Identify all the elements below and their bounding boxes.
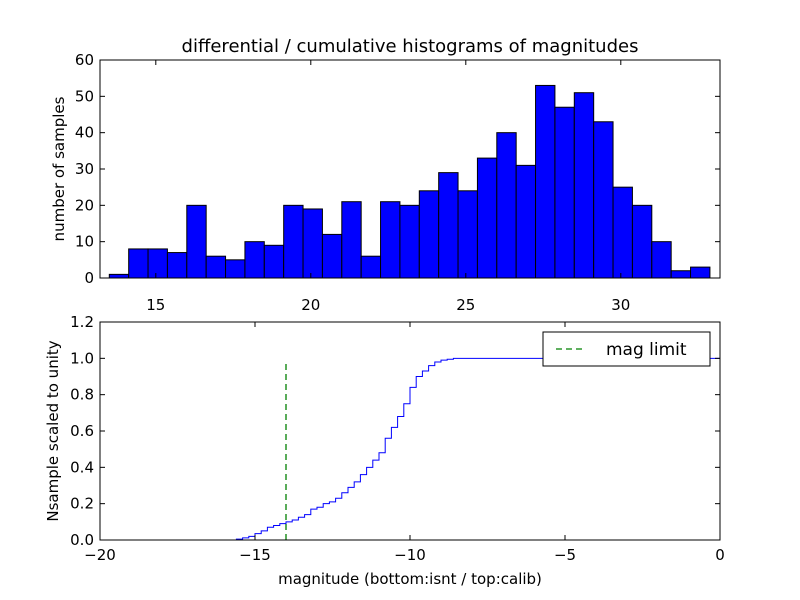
y-tick-label: 0.4	[70, 458, 94, 476]
y-tick-label: 1.0	[70, 349, 94, 367]
histogram-bar	[496, 132, 517, 279]
histogram-bar	[302, 208, 323, 279]
histogram-bar	[399, 204, 420, 279]
x-tick-label: 0	[715, 546, 725, 564]
legend-label-mag-limit: mag limit	[606, 340, 687, 360]
cumulative-x-axis-label: magnitude (bottom:isnt / top:calib)	[278, 570, 542, 588]
histogram-bar	[670, 270, 692, 279]
histogram-x-ticks: 15 20 25 30	[146, 60, 630, 314]
x-tick-label: −15	[239, 546, 271, 564]
histogram-bar	[515, 164, 537, 279]
histogram-bar	[225, 259, 246, 279]
y-tick-label: 1.2	[70, 313, 94, 331]
x-tick-label: 25	[456, 296, 475, 314]
y-tick-label: 30	[75, 160, 94, 178]
histogram-bar	[186, 204, 207, 279]
cumulative-y-axis-label: Nsample scaled to unity	[44, 340, 62, 521]
histogram-bar	[244, 241, 265, 279]
histogram-bar	[457, 190, 478, 279]
cumulative-x-ticks: −20 −15 −10 −5 0	[84, 322, 725, 564]
histogram-bar	[283, 204, 304, 279]
y-tick-label: 40	[75, 124, 94, 142]
y-tick-label: 0.0	[70, 531, 94, 549]
histogram-bar	[535, 84, 556, 279]
y-tick-label: 10	[75, 233, 94, 251]
histogram-bar	[147, 248, 168, 279]
y-tick-label: 0	[84, 269, 94, 287]
histogram-bar	[593, 121, 614, 279]
x-tick-label: −20	[84, 546, 116, 564]
histogram-bar	[263, 244, 285, 279]
histogram-bar	[166, 252, 188, 279]
histogram-bar	[438, 172, 459, 279]
y-tick-label: 0.6	[70, 422, 94, 440]
histogram-y-axis-label: number of samples	[50, 96, 68, 241]
histogram-bar	[573, 92, 595, 279]
histogram-bar	[360, 255, 382, 279]
cumulative-panel: 0.0 0.2 0.4 0.6 0.8 1.0 1.2 −20 −15 −10 −5 0 Nsamp…	[44, 313, 725, 588]
y-tick-label: 20	[75, 196, 94, 214]
histogram-bars	[108, 84, 711, 279]
x-tick-label: 30	[611, 296, 630, 314]
histogram-bar	[418, 190, 440, 279]
y-tick-label: 0.2	[70, 495, 94, 513]
histogram-y-ticks: 0 10 20 30 40 50 60	[75, 51, 720, 287]
histogram-bar	[554, 106, 575, 279]
histogram-panel: 0 10 20 30 40 50 60 15 20 25 30 number of samples	[50, 51, 721, 314]
histogram-bar	[128, 248, 149, 279]
histogram-bar	[631, 204, 653, 279]
x-tick-label: 15	[146, 296, 165, 314]
histogram-bar	[321, 233, 343, 279]
histogram-bar	[651, 241, 672, 279]
legend: mag limit	[542, 331, 711, 367]
histogram-bar	[380, 201, 401, 279]
figure-title: differential / cumulative histograms of …	[182, 36, 639, 57]
histogram-bar	[612, 186, 633, 279]
histogram-bar	[205, 255, 227, 279]
y-tick-label: 0.8	[70, 386, 94, 404]
y-tick-label: 50	[75, 87, 94, 105]
histogram-bar	[476, 157, 498, 279]
x-tick-label: 20	[301, 296, 320, 314]
histogram-bar	[341, 201, 362, 279]
histogram-bar	[690, 266, 711, 279]
x-tick-label: −10	[394, 546, 426, 564]
x-tick-label: −5	[554, 546, 576, 564]
cumulative-y-ticks: 0.0 0.2 0.4 0.6 0.8 1.0 1.2	[70, 313, 720, 549]
y-tick-label: 60	[75, 51, 94, 69]
cumulative-step-line	[100, 357, 721, 541]
histogram-bar	[108, 273, 130, 279]
